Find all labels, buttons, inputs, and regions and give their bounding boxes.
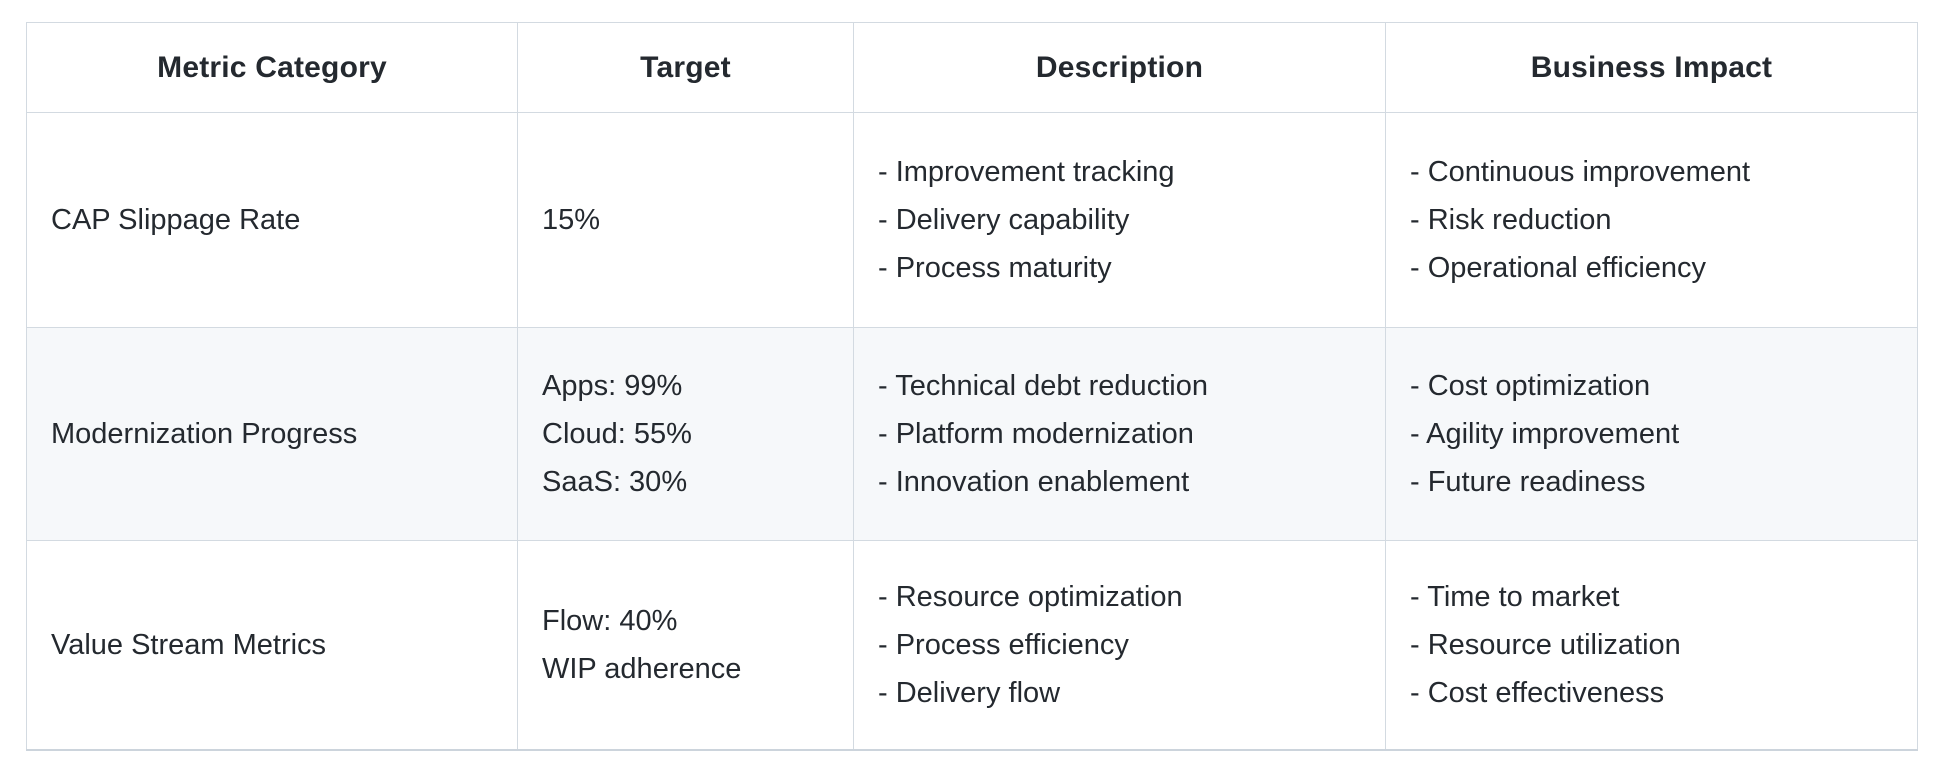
cell-metric-category: CAP Slippage Rate	[26, 112, 518, 328]
cell-line: - Platform modernization	[878, 418, 1194, 450]
cell-line: - Risk reduction	[1410, 204, 1612, 236]
cell-line: - Agility improvement	[1410, 418, 1680, 450]
metrics-table-container: Metric Category Target Description Busin…	[26, 22, 1918, 751]
cell-line: Apps: 99%	[542, 370, 683, 402]
cell-target: Apps: 99% Cloud: 55% SaaS: 30%	[517, 327, 854, 541]
cell-line: Modernization Progress	[51, 418, 358, 450]
cell-line: - Future readiness	[1410, 466, 1646, 498]
cell-line: - Continuous improvement	[1410, 156, 1751, 188]
table-row: CAP Slippage Rate 15% - Improvement trac…	[26, 112, 1918, 328]
cell-line: - Technical debt reduction	[878, 370, 1208, 402]
cell-target: Flow: 40% WIP adherence	[517, 540, 854, 751]
cell-line: - Cost effectiveness	[1410, 677, 1665, 709]
cell-line: - Cost optimization	[1410, 370, 1651, 402]
cell-metric-category: Value Stream Metrics	[26, 540, 518, 751]
cell-metric-category: Modernization Progress	[26, 327, 518, 541]
cell-line: Value Stream Metrics	[51, 629, 327, 661]
cell-business-impact: - Time to market - Resource utilization …	[1385, 540, 1918, 751]
cell-line: - Improvement tracking	[878, 156, 1175, 188]
table-row: Value Stream Metrics Flow: 40% WIP adher…	[26, 540, 1918, 751]
column-header-description: Description	[853, 22, 1386, 113]
table-header-row: Metric Category Target Description Busin…	[26, 22, 1918, 113]
cell-line: CAP Slippage Rate	[51, 204, 301, 236]
cell-line: - Process maturity	[878, 252, 1112, 284]
cell-business-impact: - Continuous improvement - Risk reductio…	[1385, 112, 1918, 328]
cell-line: - Resource optimization	[878, 581, 1183, 613]
cell-line: SaaS: 30%	[542, 466, 688, 498]
cell-line: - Delivery capability	[878, 204, 1130, 236]
cell-business-impact: - Cost optimization - Agility improvemen…	[1385, 327, 1918, 541]
cell-description: - Resource optimization - Process effici…	[853, 540, 1386, 751]
column-header-business-impact: Business Impact	[1385, 22, 1918, 113]
cell-line: - Resource utilization	[1410, 629, 1681, 661]
table-row: Modernization Progress Apps: 99% Cloud: …	[26, 327, 1918, 541]
cell-line: Cloud: 55%	[542, 418, 692, 450]
cell-line: 15%	[542, 204, 601, 236]
cell-line: - Innovation enablement	[878, 466, 1190, 498]
metrics-table: Metric Category Target Description Busin…	[26, 22, 1918, 751]
cell-line: WIP adherence	[542, 653, 742, 685]
column-header-target: Target	[517, 22, 854, 113]
cell-line: Flow: 40%	[542, 605, 678, 637]
cell-target: 15%	[517, 112, 854, 328]
cell-line: - Delivery flow	[878, 677, 1061, 709]
cell-description: - Technical debt reduction - Platform mo…	[853, 327, 1386, 541]
cell-line: - Operational efficiency	[1410, 252, 1707, 284]
cell-line: - Time to market	[1410, 581, 1620, 613]
cell-line: - Process efficiency	[878, 629, 1129, 661]
column-header-metric-category: Metric Category	[26, 22, 518, 113]
cell-description: - Improvement tracking - Delivery capabi…	[853, 112, 1386, 328]
